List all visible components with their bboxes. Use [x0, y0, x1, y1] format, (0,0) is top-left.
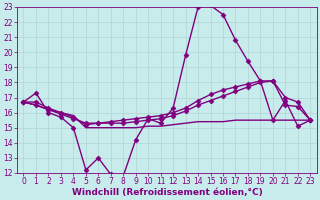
X-axis label: Windchill (Refroidissement éolien,°C): Windchill (Refroidissement éolien,°C) [72, 188, 262, 197]
